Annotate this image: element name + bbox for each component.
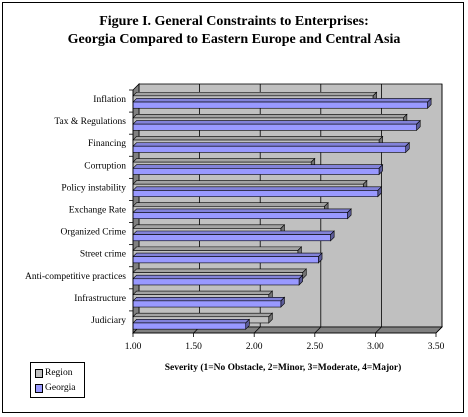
x-tick-label: 3.50 xyxy=(428,342,445,352)
category-label: Organized Crime xyxy=(60,228,126,238)
x-tick-label: 1.00 xyxy=(125,342,142,352)
bar-georgia xyxy=(132,163,384,176)
legend-swatch-georgia xyxy=(35,384,43,393)
x-tick-label: 1.50 xyxy=(185,342,202,352)
category-label: Judiciary xyxy=(91,316,126,326)
category-label: Financing xyxy=(88,139,126,149)
bar-georgia xyxy=(132,296,286,308)
category-label: Anti-competitive practices xyxy=(25,272,126,282)
legend-label-georgia: Georgia xyxy=(45,383,76,393)
bars xyxy=(132,91,432,330)
bar-georgia xyxy=(132,252,323,264)
bar-georgia xyxy=(132,186,383,198)
legend-label-region: Region xyxy=(45,368,73,378)
x-tick-label: 3.00 xyxy=(367,342,384,352)
bar-georgia xyxy=(132,141,411,154)
x-tick-labels: 1.00 1.50 2.00 2.50 3.00 3.50 xyxy=(125,333,445,352)
legend-swatch-region xyxy=(35,369,43,378)
category-label: Policy instability xyxy=(61,183,126,193)
chart-title: Figure I. General Constraints to Enterpr… xyxy=(0,13,468,49)
bar-georgia xyxy=(132,274,304,286)
gridline-floor xyxy=(435,326,443,334)
legend: Region Georgia xyxy=(30,362,85,398)
category-label: Inflation xyxy=(93,94,126,105)
chart-title-line-1: Figure I. General Constraints to Enterpr… xyxy=(99,14,369,29)
x-tick-label: 2.00 xyxy=(246,342,263,352)
bar-georgia xyxy=(132,318,251,330)
bar-georgia xyxy=(132,208,352,220)
category-label: Street crime xyxy=(80,250,126,260)
bar-georgia xyxy=(132,97,432,109)
gridline-floor xyxy=(314,326,322,334)
gridline-floor xyxy=(253,326,261,334)
x-axis-label: Severity (1=No Obstacle, 2=Minor, 3=Mode… xyxy=(165,362,402,373)
gridline-floor xyxy=(375,326,382,334)
category-label: Infrastructure xyxy=(74,293,126,304)
bar-georgia xyxy=(132,230,335,242)
axes xyxy=(132,90,436,334)
category-label: Corruption xyxy=(84,161,126,171)
category-label: Tax & Regulations xyxy=(54,117,126,127)
category-labels: Inflation Tax & Regulations Financing Corru… xyxy=(25,89,133,326)
x-tick-label: 2.50 xyxy=(306,342,323,352)
chart-title-line-2: Georgia Compared to Eastern Europe and C… xyxy=(67,32,401,47)
bar-georgia xyxy=(132,119,421,132)
category-label: Exchange Rate xyxy=(69,206,126,216)
